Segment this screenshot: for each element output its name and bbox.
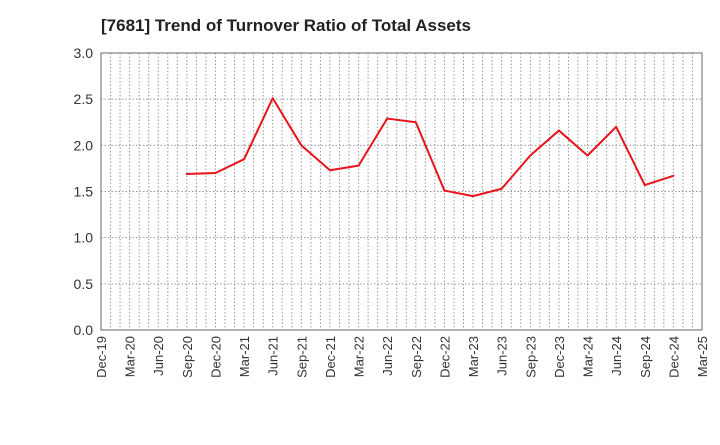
data-point	[214, 172, 217, 175]
x-tick-label: Jun-24	[609, 336, 624, 376]
plot-frame	[100, 52, 703, 331]
x-tick-label: Jun-23	[495, 336, 510, 376]
series	[185, 97, 675, 198]
data-point	[672, 174, 675, 177]
x-tick-label: Mar-20	[123, 336, 138, 377]
y-tick-labels: 0.0 0.5 1.0 1.5 2.0 2.5 3.0	[74, 45, 94, 338]
x-tick-label: Dec-24	[666, 336, 681, 378]
data-point	[643, 184, 646, 187]
x-tick-label: Dec-23	[552, 336, 567, 378]
data-point	[557, 129, 560, 132]
data-point	[271, 97, 274, 100]
x-tick-label: Sep-22	[409, 336, 424, 378]
data-point	[500, 187, 503, 190]
data-point	[615, 125, 618, 128]
x-tick-label: Dec-19	[94, 336, 109, 378]
x-tick-labels: Dec-19 Mar-20 Jun-20 Sep-20 Dec-20 Mar-21 Jun-…	[94, 336, 710, 378]
axes	[100, 52, 703, 331]
data-point	[414, 121, 417, 124]
data-point	[443, 189, 446, 192]
x-tick-label: Sep-21	[294, 336, 309, 378]
x-tick-label: Sep-24	[638, 336, 653, 378]
x-tick-label: Jun-21	[266, 336, 281, 376]
data-point	[328, 169, 331, 172]
x-tick-label: Sep-20	[180, 336, 195, 378]
data-point	[386, 117, 389, 120]
series-line	[185, 97, 675, 198]
x-tick-label: Dec-21	[323, 336, 338, 378]
y-tick-label: 1.5	[74, 184, 94, 200]
x-tick-label: Dec-20	[208, 336, 223, 378]
y-tick-label: 2.0	[74, 137, 94, 153]
x-tick-label: Dec-22	[437, 336, 452, 378]
x-tick-label: Sep-23	[523, 336, 538, 378]
x-tick-label: Mar-25	[695, 336, 710, 377]
data-point	[185, 172, 188, 175]
x-tick-label: Jun-20	[151, 336, 166, 376]
y-tick-label: 0.5	[74, 276, 94, 292]
x-tick-label: Mar-22	[352, 336, 367, 377]
chart-title: [7681] Trend of Turnover Ratio of Total …	[101, 16, 471, 35]
data-point	[529, 154, 532, 157]
x-tick-label: Jun-22	[380, 336, 395, 376]
grid	[100, 52, 703, 331]
y-tick-label: 2.5	[74, 91, 94, 107]
x-tick-label: Mar-23	[466, 336, 481, 377]
y-tick-label: 0.0	[74, 322, 94, 338]
y-tick-label: 3.0	[74, 45, 94, 61]
data-point	[472, 195, 475, 198]
data-point	[243, 158, 246, 161]
data-point	[300, 144, 303, 147]
x-tick-label: Mar-21	[237, 336, 252, 377]
y-tick-label: 1.0	[74, 230, 94, 246]
data-point	[357, 164, 360, 167]
x-tick-label: Mar-24	[581, 336, 596, 377]
data-point	[586, 154, 589, 157]
